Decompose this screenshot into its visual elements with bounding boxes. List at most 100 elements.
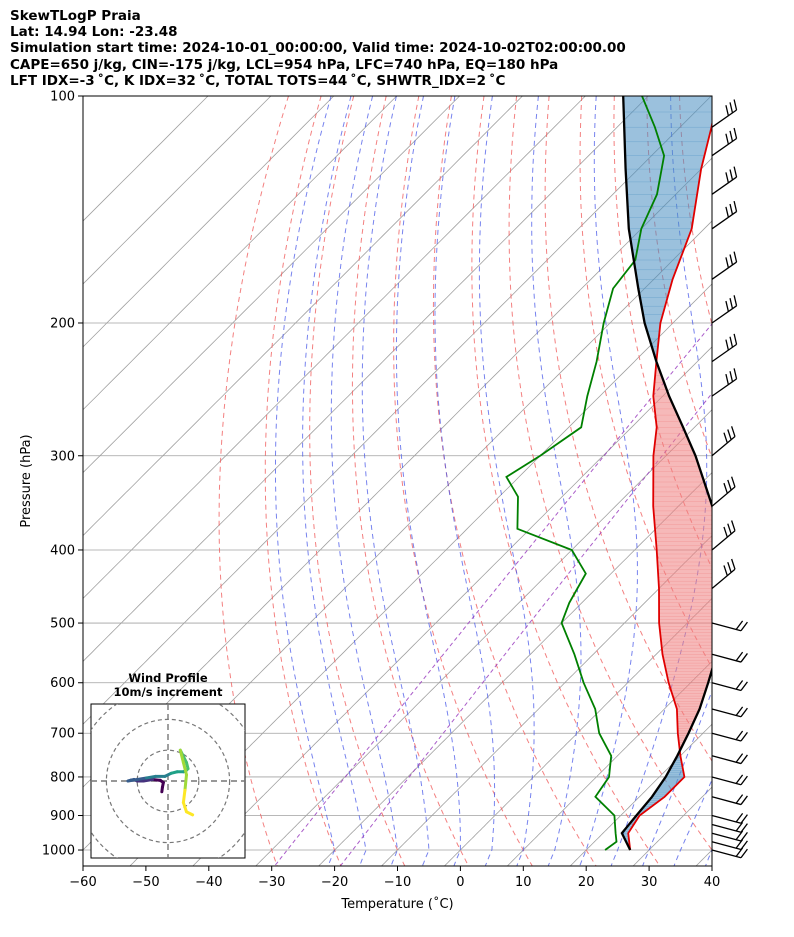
wind-barb bbox=[711, 476, 736, 507]
cape-area bbox=[653, 450, 696, 457]
hodograph-content bbox=[91, 704, 245, 858]
cin-area bbox=[622, 96, 712, 113]
dry-adiabat bbox=[218, 96, 289, 866]
hodograph-segment bbox=[181, 788, 187, 805]
wind-barb-flag bbox=[733, 333, 738, 345]
y-axis-label: Pressure (hPa) bbox=[19, 434, 34, 527]
cape-area bbox=[657, 561, 712, 567]
wind-barb-flag bbox=[729, 203, 734, 215]
cape-area bbox=[662, 656, 712, 661]
dry-adiabat bbox=[508, 96, 712, 851]
y-tick-label: 100 bbox=[50, 90, 75, 105]
wind-barb-flag bbox=[740, 653, 748, 663]
cape-area bbox=[667, 679, 710, 683]
cape-area bbox=[654, 524, 712, 530]
wind-barb-flag bbox=[735, 753, 744, 763]
x-tick-label: −40 bbox=[195, 875, 222, 890]
cape-area bbox=[676, 708, 700, 712]
wind-barb-flag bbox=[735, 706, 744, 716]
cin-area bbox=[667, 770, 684, 774]
wind-barb-flag bbox=[733, 166, 738, 178]
cape-area bbox=[665, 668, 712, 672]
dry-adiabat bbox=[264, 96, 342, 866]
moist-adiabat bbox=[579, 96, 638, 866]
cin-area bbox=[628, 228, 693, 240]
cin-area bbox=[636, 279, 673, 289]
cape-area bbox=[666, 674, 711, 678]
hodograph-ring bbox=[136, 749, 200, 813]
isotherm-line bbox=[318, 472, 712, 866]
wind-barb-flag bbox=[740, 681, 748, 691]
wind-barb-flag bbox=[733, 127, 738, 139]
cin-area bbox=[631, 249, 685, 261]
location-line: Lat: 14.94 Lon: -23.48 bbox=[10, 24, 178, 40]
title: SkewTLogP Praia bbox=[10, 8, 141, 24]
cape-area bbox=[654, 438, 692, 445]
cape-area bbox=[653, 491, 710, 497]
isotherm-line bbox=[83, 96, 523, 537]
wind-barb-flag bbox=[733, 200, 738, 212]
cape-area bbox=[669, 687, 707, 692]
cape-area bbox=[655, 541, 712, 547]
cape-area bbox=[658, 616, 712, 620]
cape-area bbox=[658, 612, 712, 617]
isotherm-line bbox=[695, 849, 712, 866]
wind-barb-flag bbox=[735, 812, 744, 823]
cape-area bbox=[653, 476, 705, 483]
cape-area bbox=[674, 701, 703, 705]
hodograph-segment bbox=[184, 810, 195, 817]
cape-area bbox=[673, 698, 704, 702]
cape-area bbox=[665, 671, 712, 675]
wind-barb bbox=[711, 166, 738, 195]
wind-barb-flag bbox=[729, 254, 734, 266]
wind-barb bbox=[711, 426, 736, 457]
wind-barb-flag bbox=[725, 339, 730, 351]
wind-barb bbox=[711, 558, 736, 589]
cin-area bbox=[665, 774, 685, 778]
wind-barb-flag bbox=[735, 794, 744, 804]
dry-adiabat bbox=[745, 96, 794, 866]
moist-adiabat bbox=[434, 96, 496, 866]
cape-area bbox=[653, 455, 698, 462]
wind-barb-flag bbox=[725, 133, 730, 145]
indices-line-2: LFT IDX=-3 ˚C, K IDX=32 ˚C, TOTAL TOTS=4… bbox=[10, 73, 506, 89]
cape-area bbox=[661, 644, 712, 649]
cin-area bbox=[638, 288, 671, 298]
moist-adiabat bbox=[705, 848, 712, 866]
cape-area bbox=[677, 721, 695, 724]
dewpoint-line bbox=[505, 96, 666, 851]
moist-adiabat bbox=[361, 96, 430, 866]
cape-area bbox=[658, 588, 712, 593]
cape-area bbox=[663, 662, 712, 667]
x-tick-label: −60 bbox=[69, 875, 96, 890]
y-tick-label: 900 bbox=[50, 809, 75, 824]
x-tick-label: −20 bbox=[321, 875, 348, 890]
cape-area bbox=[677, 723, 694, 727]
wind-barb-flag bbox=[725, 300, 730, 312]
cape-area bbox=[660, 635, 712, 640]
wind-barb-flag bbox=[731, 520, 736, 531]
wind-barb-flag bbox=[735, 680, 744, 690]
cape-area bbox=[657, 565, 712, 571]
y-tick-label: 700 bbox=[50, 727, 75, 742]
wind-barb-flag bbox=[740, 814, 748, 824]
wind-barb bbox=[711, 812, 748, 824]
cin-area bbox=[623, 111, 712, 128]
moist-adiabat bbox=[330, 96, 399, 866]
y-tick-label: 800 bbox=[50, 770, 75, 785]
cin-area bbox=[627, 205, 696, 218]
wind-barb-flag bbox=[740, 795, 748, 805]
cin-area bbox=[642, 314, 664, 324]
wind-barb bbox=[711, 520, 736, 551]
cape-area bbox=[669, 685, 708, 689]
hodograph-segment bbox=[183, 773, 188, 792]
cape-area bbox=[655, 432, 689, 440]
wind-barb-flag bbox=[731, 426, 736, 437]
cape-area bbox=[658, 580, 712, 586]
cape-area bbox=[676, 711, 699, 715]
wind-barb bbox=[711, 200, 738, 230]
hodograph-segment bbox=[126, 777, 139, 783]
cin-area bbox=[625, 168, 702, 183]
dry-adiabat bbox=[646, 96, 712, 459]
